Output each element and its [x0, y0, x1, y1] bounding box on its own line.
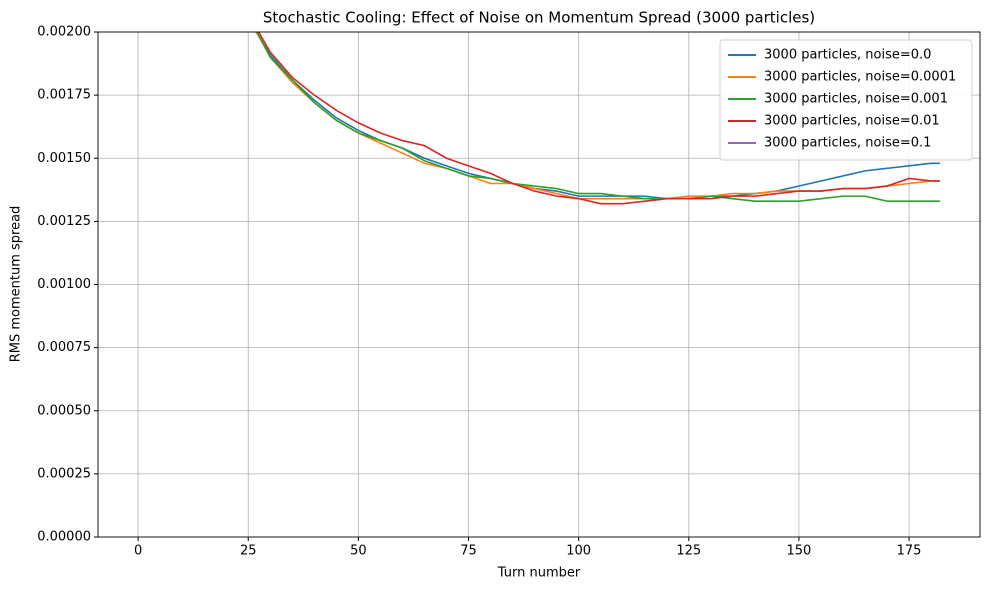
- x-tick-label: 0: [134, 544, 142, 559]
- plot-lines: [255, 32, 940, 205]
- y-tick-label: 0.00000: [37, 530, 91, 545]
- y-tick-label: 0.00025: [37, 466, 91, 481]
- legend-label: 3000 particles, noise=0.0: [764, 48, 931, 63]
- x-tick-label: 175: [897, 544, 922, 559]
- legend-label: 3000 particles, noise=0.001: [764, 92, 948, 107]
- x-tick-label: 50: [350, 544, 367, 559]
- x-tick-label: 150: [787, 544, 812, 559]
- plot-frame: [97, 31, 981, 538]
- x-tick-label: 75: [460, 544, 477, 559]
- series-line: [256, 32, 940, 202]
- x-tick-label: 125: [676, 544, 701, 559]
- legend-label: 3000 particles, noise=0.1: [764, 136, 931, 151]
- x-axis-label: Turn number: [497, 566, 581, 581]
- y-tick-label: 0.00150: [37, 151, 91, 166]
- legend-label: 3000 particles, noise=0.0001: [764, 70, 956, 85]
- y-tick-label: 0.00125: [37, 214, 91, 229]
- series-line: [255, 32, 940, 200]
- y-tick-label: 0.00075: [37, 340, 91, 355]
- series-line: [257, 32, 940, 205]
- x-tick-label: 100: [566, 544, 591, 559]
- y-axis-label: RMS momentum spread: [9, 206, 24, 363]
- x-tick-label: 25: [240, 544, 257, 559]
- legend-box: [719, 39, 973, 161]
- chart-title: Stochastic Cooling: Effect of Noise on M…: [263, 9, 815, 27]
- y-tick-label: 0.00175: [37, 88, 91, 103]
- y-tick-label: 0.00200: [37, 25, 91, 40]
- y-tick-label: 0.00100: [37, 277, 91, 292]
- legend-label: 3000 particles, noise=0.01: [764, 114, 940, 129]
- y-tick-label: 0.00050: [37, 403, 91, 418]
